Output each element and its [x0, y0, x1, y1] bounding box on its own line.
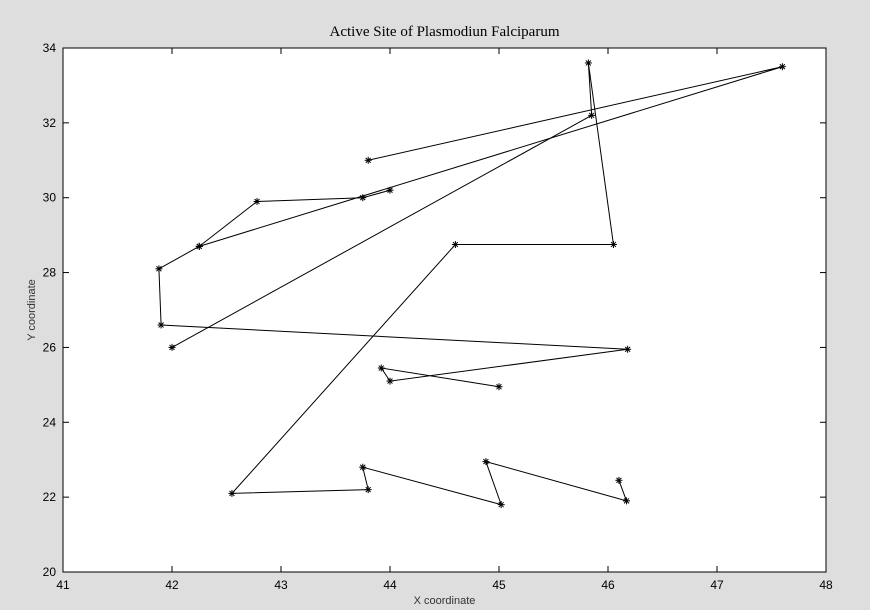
data-point-star-marker	[364, 156, 372, 164]
data-point-star-marker	[195, 242, 203, 250]
y-tick-label: 32	[43, 116, 57, 130]
y-axis-label: Y coordinate	[26, 279, 38, 341]
x-tick-label: 46	[601, 578, 615, 592]
plot-area	[62, 47, 827, 573]
x-tick-label: 47	[710, 578, 724, 592]
data-point-star-marker	[168, 343, 176, 351]
data-point-star-marker	[157, 321, 165, 329]
data-point-star-marker	[497, 501, 505, 509]
x-tick-label: 45	[492, 578, 506, 592]
data-point-star-marker	[778, 63, 786, 71]
series-line-2	[171, 62, 628, 506]
data-point-star-marker	[451, 241, 459, 248]
x-tick-label: 43	[274, 578, 288, 592]
x-axis-label: X coordinate	[414, 595, 476, 607]
series-line-0	[158, 189, 628, 388]
data-point-star-marker	[359, 194, 367, 202]
data-point-star-marker	[584, 59, 592, 67]
data-point-star-marker	[253, 197, 261, 205]
data-point-star-marker	[228, 489, 236, 497]
data-point-star-marker	[615, 476, 623, 484]
y-tick-label: 26	[43, 340, 57, 354]
data-point-star-marker	[624, 345, 632, 353]
data-point-star-marker	[377, 364, 385, 372]
y-tick-label: 34	[43, 41, 57, 55]
data-point-star-marker	[495, 383, 503, 391]
y-tick-label: 22	[43, 490, 57, 504]
x-tick-label: 48	[819, 578, 833, 592]
data-point-star-marker	[386, 186, 394, 194]
data-point-star-marker	[609, 241, 617, 248]
data-point-star-marker	[588, 111, 596, 119]
x-tick-label: 42	[165, 578, 179, 592]
data-point-star-marker	[482, 458, 490, 466]
y-tick-label: 24	[43, 415, 57, 429]
chart-title: Active Site of Plasmodiun Falciparum	[330, 24, 560, 40]
ticks-layer: 41 42 43 44 45 46 47 48 20 22 24 26 28 30 32 34	[43, 41, 833, 592]
data-point-star-marker	[359, 463, 367, 471]
data-point-star-marker	[155, 265, 163, 273]
x-tick-label: 44	[383, 578, 397, 592]
x-tick-label: 41	[56, 578, 70, 592]
series-markers	[155, 59, 786, 509]
data-point-star-marker	[623, 497, 631, 505]
data-point-star-marker	[386, 377, 394, 385]
y-tick-label: 30	[43, 191, 57, 205]
data-point-star-marker	[364, 486, 372, 494]
y-tick-label: 28	[43, 266, 57, 280]
y-tick-label: 20	[43, 565, 57, 579]
